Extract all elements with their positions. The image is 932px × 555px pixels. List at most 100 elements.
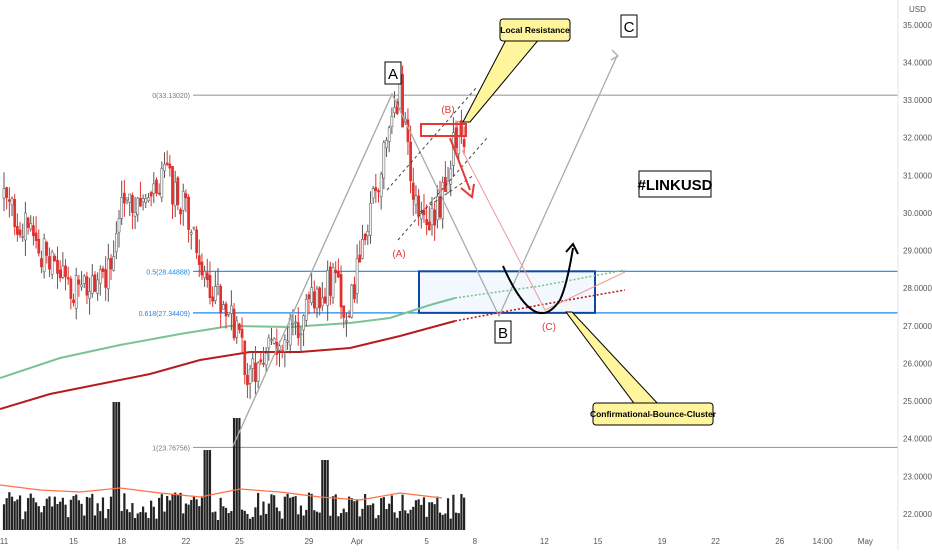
- volume-bar: [147, 518, 150, 530]
- volume-bar: [273, 495, 276, 530]
- volume-bar: [302, 515, 305, 530]
- fib-diagonal: [232, 93, 393, 447]
- volume-bar: [422, 497, 426, 530]
- candle-body: [77, 279, 81, 285]
- channel-upper: [386, 87, 477, 191]
- candle-body: [203, 271, 206, 279]
- candle-body: [147, 197, 150, 202]
- volume-bar: [412, 506, 415, 530]
- volume-bar: [182, 513, 185, 530]
- volume-bar: [385, 509, 388, 530]
- volume-bar: [222, 506, 225, 530]
- local-resistance-callout: Local Resistance: [462, 18, 571, 123]
- volume-bar: [425, 516, 428, 530]
- ma-green-projection: [454, 269, 626, 299]
- volume-bar: [380, 498, 383, 530]
- candle-body: [5, 187, 9, 198]
- volume-bar: [366, 505, 369, 530]
- volume-bar: [123, 493, 126, 530]
- volume-bar: [318, 512, 321, 530]
- candle-body: [377, 190, 380, 193]
- sub-wave-c-label: (C): [542, 322, 556, 333]
- candle-body: [56, 259, 59, 274]
- candle-body: [387, 127, 391, 142]
- candle-body: [120, 197, 124, 219]
- candle-body: [189, 232, 193, 235]
- volume-bar: [307, 492, 311, 530]
- candle-body: [112, 256, 116, 271]
- candle-body: [187, 196, 190, 230]
- bounce-cluster-callout: Confirmational-Bounce-Cluster: [565, 311, 717, 426]
- candle-body: [385, 139, 388, 149]
- candle-body: [438, 196, 442, 218]
- volume-bar: [53, 496, 56, 530]
- volume-bar: [409, 509, 412, 530]
- volume-bar: [345, 512, 348, 530]
- candle-body: [131, 195, 134, 213]
- candle-body: [230, 305, 233, 314]
- volume-bar: [179, 492, 182, 530]
- volume-bar: [275, 507, 278, 530]
- price-tick-label: 26.00000: [903, 359, 932, 368]
- volume-bar: [224, 507, 228, 530]
- volume-bar: [88, 497, 91, 530]
- target-zone: [418, 270, 596, 314]
- candle-body: [213, 286, 217, 301]
- candle-body: [149, 192, 153, 197]
- candle-body: [361, 239, 364, 259]
- volume-bar: [441, 514, 444, 530]
- volume-bar: [388, 503, 391, 530]
- volume-bar: [155, 518, 158, 530]
- time-axis[interactable]: 11 15 18 22 25 29 Apr 5 8 12 15 19 22 26 14:00 May: [0, 537, 873, 546]
- fib-label: 0.618(27.34409): [139, 311, 190, 318]
- candle-body: [315, 288, 319, 309]
- volume-bar: [26, 498, 30, 530]
- candle-body: [48, 256, 51, 270]
- candle-body: [50, 251, 54, 275]
- time-tick-label: 19: [658, 537, 667, 546]
- volume-bar: [372, 503, 375, 530]
- volume-bar: [257, 492, 260, 530]
- volume-bar: [230, 511, 233, 530]
- candle-body: [26, 217, 30, 228]
- candle-body: [454, 127, 458, 149]
- volume-bar: [158, 497, 161, 530]
- candle-body: [40, 258, 43, 268]
- time-tick-label: 18: [117, 537, 126, 546]
- volume-bar: [430, 502, 434, 530]
- volume-bar: [382, 497, 385, 530]
- volume-bar: [444, 513, 447, 530]
- price-axis[interactable]: 35.00000 34.00000 33.00000 32.00000 31.00000…: [903, 21, 932, 519]
- candle-body: [401, 74, 404, 128]
- volume-bar: [120, 511, 123, 530]
- candle-body: [232, 308, 236, 339]
- wave-c-label: C: [624, 19, 635, 36]
- candle-body: [283, 339, 287, 352]
- candle-body: [184, 193, 188, 199]
- candle-body: [262, 362, 265, 365]
- candle-body: [267, 337, 271, 349]
- candle-body: [422, 209, 426, 216]
- candle-body: [42, 238, 46, 273]
- volume-bar: [198, 506, 201, 530]
- volume-bar: [436, 496, 439, 530]
- candle-body: [355, 258, 359, 294]
- candle-body: [345, 320, 348, 323]
- volume-bar: [240, 509, 244, 530]
- candle-body: [2, 188, 6, 199]
- volume-bar: [128, 512, 131, 530]
- volume-bar: [195, 499, 198, 530]
- volume-bar: [45, 498, 48, 530]
- volume-bar: [404, 510, 407, 530]
- candle-body: [21, 236, 25, 238]
- volume-bar: [187, 504, 190, 530]
- candle-body: [176, 177, 180, 205]
- volume-bar: [321, 460, 324, 530]
- wave-a-box: [384, 61, 402, 85]
- volume-bar: [163, 511, 166, 530]
- price-tick-label: 34.00000: [903, 58, 932, 67]
- volume-bar: [80, 503, 83, 530]
- price-tick-label: 33.00000: [903, 96, 932, 105]
